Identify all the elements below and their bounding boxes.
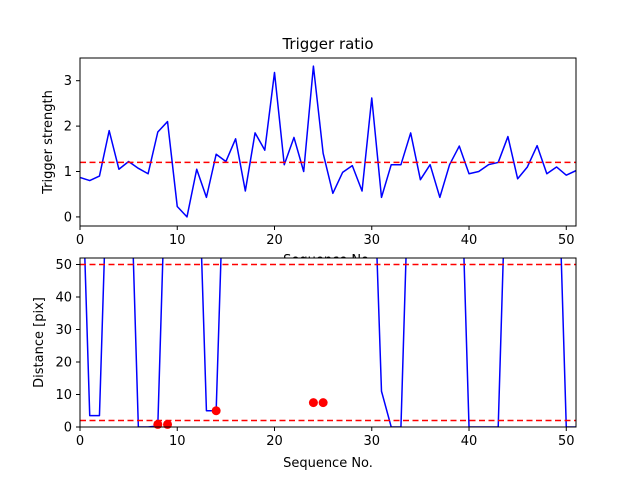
y-tick-label: 20: [55, 356, 72, 371]
y-tick-label: 2: [64, 120, 72, 135]
x-tick-label: 40: [461, 434, 478, 449]
x-tick-label: 10: [169, 233, 186, 248]
series-line: [84, 258, 576, 427]
plot-area: [80, 258, 576, 427]
marker-point: [163, 419, 173, 429]
y-tick-label: 10: [55, 388, 72, 403]
chart-1-title: Trigger ratio: [281, 35, 373, 53]
marker-point: [308, 398, 318, 408]
y-tick-label: 50: [55, 258, 72, 273]
x-tick-label: 30: [363, 233, 380, 248]
x-tick-label: 30: [363, 434, 380, 449]
axes-frame: [79, 57, 577, 227]
axes-frame: [79, 257, 577, 428]
series-line: [80, 65, 576, 218]
marker-point: [211, 406, 221, 416]
x-tick-label: 50: [558, 233, 575, 248]
x-tick-label: 20: [266, 233, 283, 248]
y-tick-label: 1: [64, 165, 72, 180]
x-tick-label: 50: [558, 434, 575, 449]
marker-point: [153, 419, 163, 429]
x-tick-label: 40: [461, 233, 478, 248]
y-tick-label: 30: [55, 323, 72, 338]
y-tick-label: 3: [64, 74, 72, 89]
x-tick-label: 20: [266, 434, 283, 449]
chart-distance: 0 10 20 30 40 50 0 10 20 30 40 50 Distance [pix]: [32, 257, 577, 449]
x-tick-label: 0: [76, 233, 84, 248]
x-tick-label: 0: [76, 434, 84, 449]
y-tick-label: 0: [64, 421, 72, 436]
y-axis-label: Distance [pix]: [32, 297, 47, 388]
plot-area: [80, 65, 576, 218]
marker-point: [318, 398, 328, 408]
x-tick-label: 10: [169, 434, 186, 449]
y-tick-label: 40: [55, 291, 72, 306]
axes-background: [80, 258, 576, 427]
y-tick-label: 0: [64, 210, 72, 225]
y-axis-label: Trigger strength: [41, 90, 56, 195]
chart-2-xlabel: Sequence No.: [283, 456, 373, 471]
